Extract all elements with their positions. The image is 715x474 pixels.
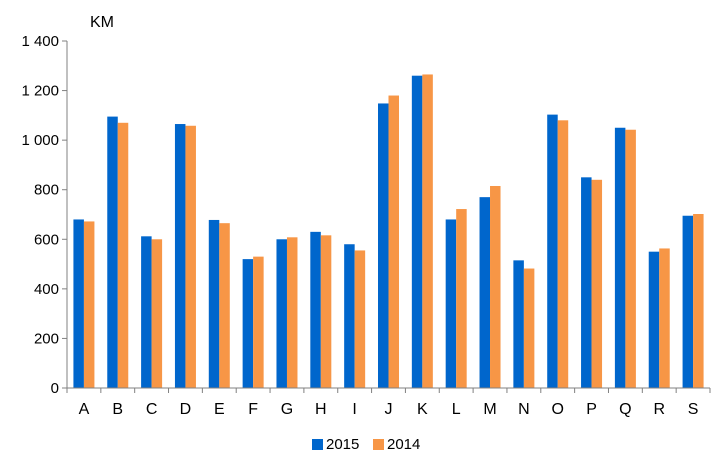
bar-2014-D <box>185 125 196 388</box>
bar-2015-D <box>174 124 186 389</box>
bar-2014-N <box>523 268 535 388</box>
bar-2015-R <box>648 251 660 388</box>
legend-label: 2015 <box>326 436 359 453</box>
x-category-label: Q <box>619 401 631 418</box>
legend-swatch-2015 <box>312 439 323 450</box>
bar-2015-G <box>276 239 287 388</box>
bar-2015-C <box>141 236 152 388</box>
x-category-label: O <box>551 401 563 418</box>
x-category-label: L <box>452 401 461 418</box>
bar-2014-J <box>388 95 399 389</box>
y-tick-label: 1 000 <box>21 132 59 149</box>
bar-2014-R <box>659 248 670 388</box>
legend-label: 2014 <box>387 436 420 453</box>
bar-2014-Q <box>625 129 636 389</box>
bar-2015-M <box>479 197 491 388</box>
y-tick-label: 1 200 <box>21 83 59 100</box>
x-category-label: J <box>385 401 393 418</box>
legend-swatch-2014 <box>373 439 384 450</box>
x-category-label: K <box>417 401 428 418</box>
bar-2015-I <box>344 244 355 388</box>
bar-2014-S <box>693 214 704 388</box>
bar-2014-M <box>490 185 501 388</box>
bar-2014-G <box>286 237 298 388</box>
bar-2014-K <box>422 74 433 388</box>
bars <box>73 74 704 389</box>
bar-2014-O <box>557 120 569 389</box>
y-tick-label: 600 <box>34 231 59 248</box>
x-category-label: E <box>214 401 225 418</box>
bar-2015-J <box>378 103 389 389</box>
bar-2015-N <box>513 260 524 388</box>
x-category-label: A <box>79 401 90 418</box>
bar-2015-P <box>581 177 592 388</box>
bar-2015-K <box>411 75 423 388</box>
x-category-label: P <box>586 401 597 418</box>
y-axis-unit-label: KM <box>90 14 114 31</box>
bar-2014-L <box>456 209 467 388</box>
y-axis-ticks: 0 200 400 600 800 1 000 1 200 1 400 <box>21 33 67 397</box>
bar-2014-F <box>253 256 264 388</box>
x-category-label: C <box>146 401 158 418</box>
y-tick-label: 400 <box>34 281 59 298</box>
legend: 2015 2014 <box>312 436 420 453</box>
y-tick-label: 800 <box>34 182 59 199</box>
x-category-label: S <box>688 401 699 418</box>
bar-2014-E <box>219 223 230 388</box>
bar-2015-H <box>310 231 321 388</box>
x-category-label: F <box>248 401 258 418</box>
bar-2015-B <box>107 116 118 388</box>
x-category-label: G <box>281 401 293 418</box>
bar-2014-I <box>354 250 366 388</box>
x-category-label: H <box>315 401 327 418</box>
bar-2015-L <box>445 219 457 388</box>
y-tick-label: 0 <box>51 380 59 397</box>
bar-2014-P <box>591 179 603 388</box>
y-tick-label: 1 400 <box>21 33 59 50</box>
y-tick-label: 200 <box>34 330 59 347</box>
bar-2014-B <box>117 122 129 389</box>
bar-2015-A <box>73 219 84 388</box>
x-category-label: D <box>180 401 192 418</box>
bar-2015-S <box>682 215 694 388</box>
bar-2014-C <box>151 239 163 388</box>
bar-2014-H <box>320 235 332 388</box>
x-category-label: B <box>112 401 123 418</box>
x-axis-labels: A B C D E F G H I J K L M N O P Q R S <box>79 401 699 418</box>
bar-2015-Q <box>614 127 626 388</box>
bar-2015-O <box>547 114 558 388</box>
bar-2014-A <box>83 221 95 388</box>
bar-2015-E <box>208 219 220 388</box>
x-category-label: N <box>518 401 530 418</box>
x-category-label: I <box>352 401 356 418</box>
axes <box>66 41 711 393</box>
x-category-label: R <box>653 401 665 418</box>
bar-2015-F <box>242 259 254 388</box>
x-category-label: M <box>483 401 496 418</box>
